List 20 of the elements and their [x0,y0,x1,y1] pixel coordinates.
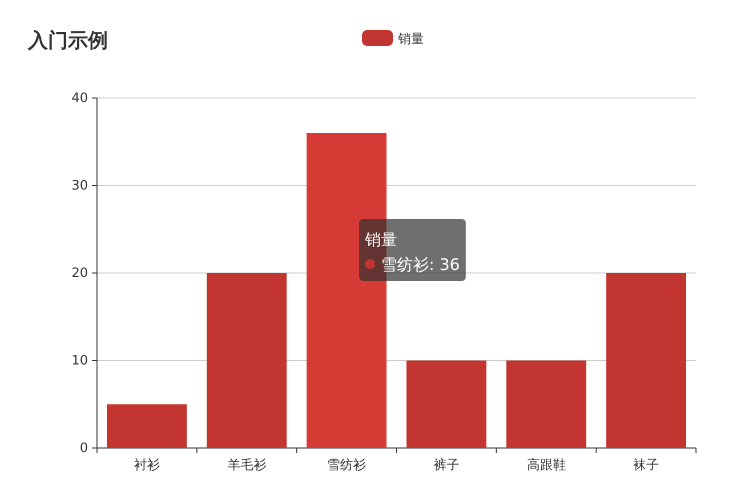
bar [506,360,586,448]
bar [406,360,486,448]
y-tick-label: 30 [71,178,88,194]
bar [206,273,287,448]
x-tick-label: 衬衫 [134,458,160,473]
y-tick-label: 40 [71,91,88,106]
legend-label: 销量 [397,32,424,47]
x-tick-label: 高跟鞋 [526,457,566,473]
chart-title: 入门示例 [27,28,108,52]
bar [606,273,686,448]
x-tick-label: 羊毛衫 [227,458,266,473]
x-tick-label: 裤子 [433,458,460,473]
y-tick-label: 10 [71,354,88,368]
y-tick-label: 0 [80,441,88,456]
x-tick-label: 雪纺衫 [327,458,366,473]
annotation: 雪纺衫: 36 [381,255,460,274]
annotation: 销量 [364,230,397,249]
bar [106,404,187,448]
x-tick-label: 袜子 [633,458,660,473]
y-tick-label: 20 [71,266,88,281]
